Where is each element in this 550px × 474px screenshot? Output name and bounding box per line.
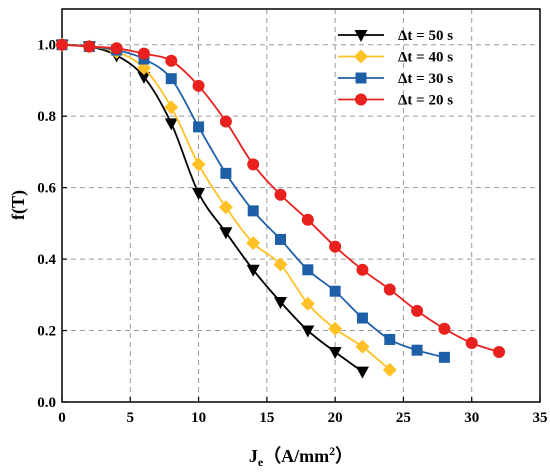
data-point — [275, 233, 287, 245]
data-point — [355, 339, 370, 354]
data-point — [165, 73, 177, 85]
legend-marker — [355, 72, 367, 84]
data-point — [355, 366, 369, 379]
data-point — [165, 54, 178, 67]
data-point — [438, 322, 451, 335]
data-point — [302, 264, 314, 276]
y-axis-title: f(T) — [8, 190, 29, 220]
data-point — [300, 296, 315, 311]
legend: Δt = 50 s Δt = 40 s Δt = 30 s Δt = 20 s — [338, 28, 453, 109]
data-point — [273, 257, 288, 272]
x-tick-label: 5 — [127, 410, 135, 426]
data-point — [274, 188, 287, 201]
data-point — [191, 157, 206, 172]
legend-label: Δt = 30 s — [398, 71, 453, 87]
data-point — [218, 200, 233, 215]
legend-item: Δt = 40 s — [338, 49, 453, 66]
grid — [62, 9, 540, 402]
legend-label: Δt = 50 s — [398, 28, 453, 44]
data-point — [329, 240, 342, 253]
data-point — [301, 325, 315, 338]
x-axis-title-unit: （A/mm — [263, 446, 329, 466]
data-point — [56, 38, 68, 51]
data-point — [246, 264, 260, 277]
x-axis-title-subscript: e — [258, 455, 264, 469]
data-point — [465, 337, 478, 350]
legend-label: Δt = 20 s — [398, 93, 453, 109]
data-point — [328, 321, 343, 336]
data-point — [164, 100, 179, 115]
series-group — [55, 39, 369, 379]
data-point — [493, 345, 506, 358]
legend-marker — [355, 93, 367, 106]
data-point — [356, 312, 368, 324]
data-point — [411, 344, 423, 356]
data-point — [220, 167, 232, 179]
legend-marker — [354, 30, 368, 42]
data-point — [219, 227, 233, 240]
y-tick-label: 0.0 — [37, 395, 56, 411]
y-tick-label: 0.4 — [37, 252, 56, 268]
data-point — [247, 205, 259, 217]
y-tick-label: 0.6 — [37, 181, 56, 197]
x-tick-label: 30 — [464, 410, 479, 426]
data-point — [193, 121, 205, 133]
x-axis-title: Je（A/mm2） — [249, 444, 353, 469]
data-point — [83, 40, 96, 53]
legend-item: Δt = 20 s — [338, 93, 453, 109]
legend-label: Δt = 40 s — [398, 50, 453, 66]
legend-item: Δt = 30 s — [338, 71, 453, 87]
data-point — [247, 158, 260, 171]
series-line — [61, 43, 445, 359]
series-group — [55, 37, 397, 377]
x-tick-label: 25 — [396, 410, 411, 426]
y-tick-label: 0.2 — [37, 324, 56, 340]
data-point — [110, 42, 123, 55]
y-tick-label: 1.0 — [37, 38, 56, 54]
series-group — [56, 39, 450, 363]
x-tick-label: 0 — [58, 410, 66, 426]
data-point — [274, 296, 288, 309]
x-tick-label: 10 — [191, 410, 206, 426]
data-point — [301, 213, 314, 226]
data-point — [219, 115, 232, 128]
axis-ticks: 0 5 10 15 20 25 30 35 0.0 0.2 0.4 0.6 0.8 1.0 — [37, 38, 547, 426]
data-point — [328, 346, 342, 359]
data-point — [136, 60, 151, 75]
x-tick-label: 15 — [259, 410, 274, 426]
data-point — [384, 333, 396, 345]
data-point — [192, 79, 205, 92]
data-point — [137, 71, 151, 84]
data-point — [164, 118, 178, 131]
plot-area-frame — [61, 8, 541, 403]
legend-item: Δt = 50 s — [338, 28, 453, 44]
data-point — [356, 263, 369, 276]
y-tick-label: 0.8 — [37, 109, 56, 125]
legend-marker — [354, 49, 368, 64]
data-point — [438, 351, 450, 363]
series-layer — [55, 37, 506, 379]
data-point — [383, 283, 396, 296]
data-point — [382, 362, 397, 377]
data-point — [246, 236, 261, 251]
data-point — [192, 187, 206, 200]
data-point — [329, 285, 341, 297]
x-tick-label: 20 — [328, 410, 343, 426]
x-axis-title-superscript: 2 — [329, 444, 335, 458]
x-axis-title-close: ） — [335, 446, 353, 466]
x-tick-label: 35 — [533, 410, 548, 426]
series-group — [56, 38, 506, 358]
data-point — [137, 47, 150, 60]
x-axis-title-main: J — [249, 446, 258, 466]
data-point — [411, 304, 424, 317]
series-line — [61, 43, 363, 373]
